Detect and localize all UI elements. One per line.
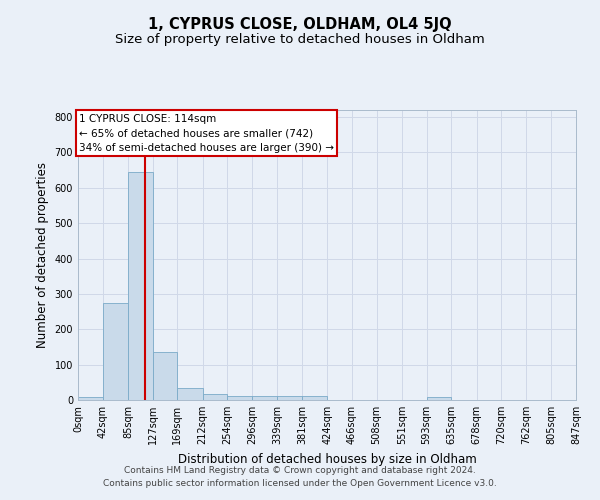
Bar bbox=[103, 302, 128, 400]
Bar bbox=[152, 352, 178, 400]
Text: Size of property relative to detached houses in Oldham: Size of property relative to detached ho… bbox=[115, 32, 485, 46]
Bar bbox=[427, 397, 451, 400]
Bar bbox=[227, 396, 252, 400]
X-axis label: Distribution of detached houses by size in Oldham: Distribution of detached houses by size … bbox=[178, 452, 476, 466]
Bar bbox=[78, 397, 103, 400]
Bar bbox=[178, 388, 203, 400]
Text: 1 CYPRUS CLOSE: 114sqm
← 65% of detached houses are smaller (742)
34% of semi-de: 1 CYPRUS CLOSE: 114sqm ← 65% of detached… bbox=[79, 114, 334, 153]
Bar bbox=[252, 396, 277, 400]
Bar bbox=[277, 396, 302, 400]
Y-axis label: Number of detached properties: Number of detached properties bbox=[36, 162, 49, 348]
Text: 1, CYPRUS CLOSE, OLDHAM, OL4 5JQ: 1, CYPRUS CLOSE, OLDHAM, OL4 5JQ bbox=[148, 18, 452, 32]
Bar bbox=[203, 394, 227, 400]
Bar bbox=[302, 396, 327, 400]
Text: Contains HM Land Registry data © Crown copyright and database right 2024.
Contai: Contains HM Land Registry data © Crown c… bbox=[103, 466, 497, 487]
Bar bbox=[128, 172, 152, 400]
